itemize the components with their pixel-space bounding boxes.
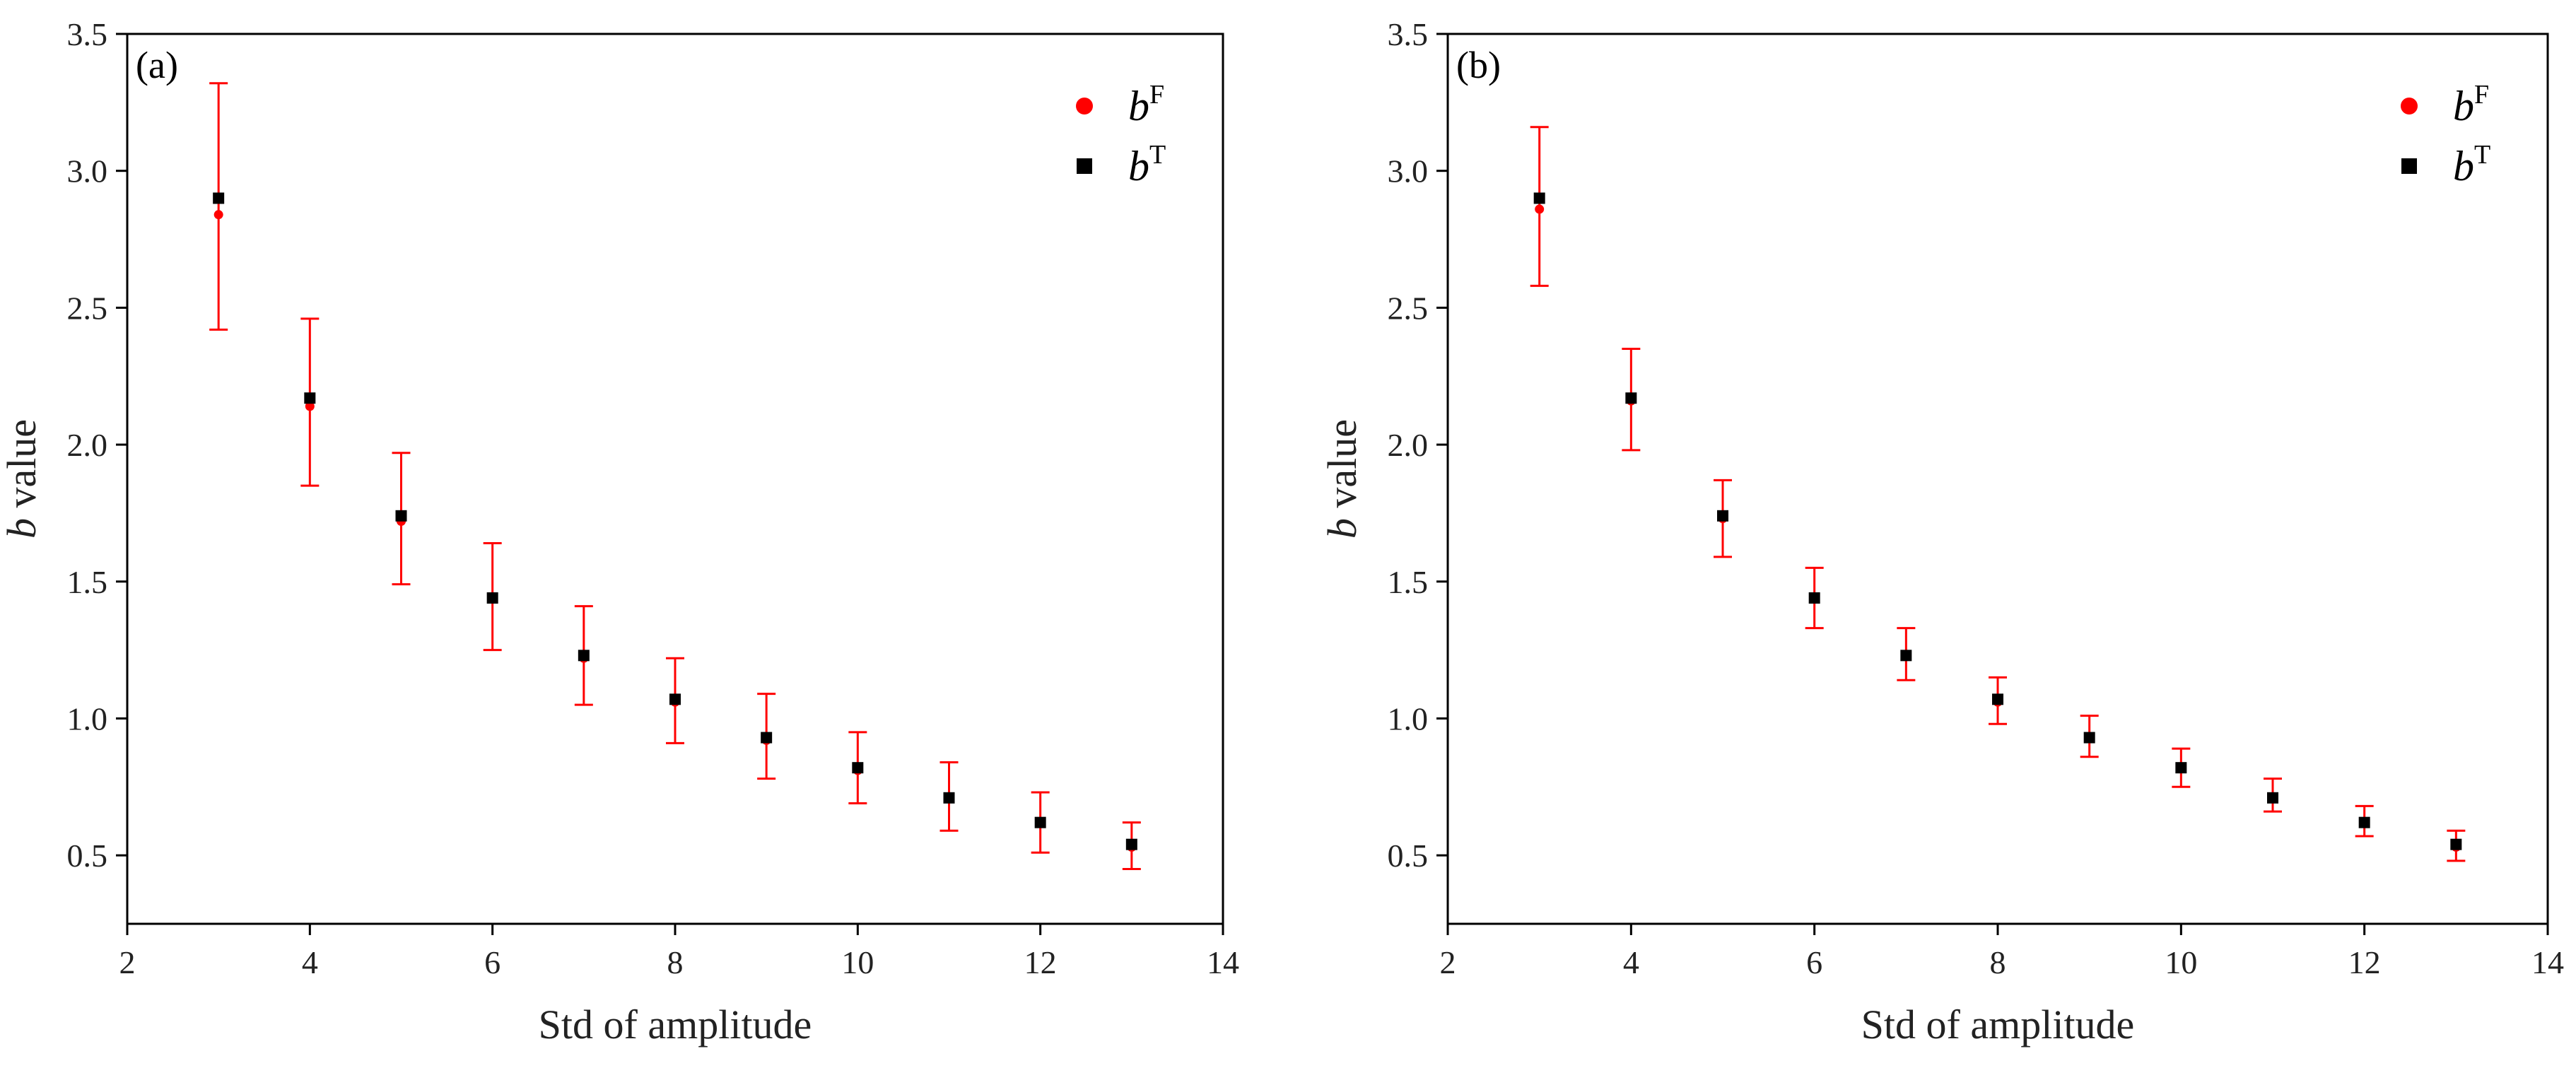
point-bT bbox=[1900, 650, 1912, 662]
legend-label-var: b bbox=[1128, 143, 1149, 189]
x-tick-label: 10 bbox=[2165, 944, 2197, 980]
legend-marker-bT bbox=[2401, 158, 2417, 174]
legend-label-bF: bF bbox=[2453, 80, 2489, 129]
panel-a: 2 4 6 8 10 12 14 0.5 1.0 1.5 2.0 2.5 3.0 3.5 Std of am… bbox=[0, 16, 1239, 1048]
legend-label-var: b bbox=[2453, 143, 2474, 189]
x-tick-label: 14 bbox=[1207, 944, 1239, 980]
y-tick-label: 2.5 bbox=[67, 290, 108, 326]
y-axis-title-rest: value bbox=[1319, 419, 1365, 518]
legend-marker-bF bbox=[2401, 98, 2418, 115]
point-bT bbox=[486, 592, 498, 604]
legend-label-var: b bbox=[2453, 83, 2474, 129]
y-tick-label: 3.5 bbox=[1388, 16, 1429, 52]
point-bT bbox=[304, 392, 316, 404]
legend-label-sup: F bbox=[1149, 80, 1164, 110]
point-bT bbox=[1808, 592, 1820, 604]
x-tick-label: 12 bbox=[2348, 944, 2381, 980]
point-bT bbox=[1533, 192, 1545, 204]
plot-frame bbox=[126, 33, 1224, 925]
point-bT bbox=[1717, 510, 1728, 522]
x-tick-label: 10 bbox=[841, 944, 874, 980]
legend-marker-bT bbox=[1077, 158, 1092, 174]
point-bT bbox=[2083, 732, 2095, 744]
plot-frame bbox=[1446, 33, 2549, 925]
point-bT bbox=[943, 792, 955, 804]
legend-label-sup: F bbox=[2474, 80, 2489, 110]
point-bF bbox=[1535, 204, 1545, 214]
x-tick-label: 12 bbox=[1024, 944, 1057, 980]
x-tick-label: 8 bbox=[1990, 944, 2006, 980]
x-tick-label: 8 bbox=[667, 944, 684, 980]
legend-label-bT: bT bbox=[1128, 140, 1166, 189]
point-bT bbox=[213, 192, 225, 204]
point-bF bbox=[213, 210, 223, 220]
legend-label-var: b bbox=[1128, 83, 1149, 129]
y-tick-label: 3.5 bbox=[67, 16, 108, 52]
y-tick-label: 3.0 bbox=[67, 153, 108, 189]
point-bT bbox=[578, 650, 590, 662]
legend-label-sup: T bbox=[1149, 140, 1166, 170]
point-bT bbox=[1625, 392, 1637, 404]
point-bT bbox=[2450, 838, 2462, 850]
y-tick-label: 0.5 bbox=[1388, 838, 1429, 874]
legend-label-sup: T bbox=[2474, 140, 2490, 170]
point-bT bbox=[2358, 816, 2370, 828]
x-tick-label: 14 bbox=[2531, 944, 2564, 980]
x-tick-label: 6 bbox=[1806, 944, 1822, 980]
y-axis-title: b value bbox=[0, 419, 45, 539]
x-axis-title: Std of amplitude bbox=[539, 1002, 812, 1048]
y-tick-label: 1.0 bbox=[1388, 700, 1429, 737]
y-axis-title-var: b bbox=[1319, 518, 1365, 539]
y-tick-label: 2.0 bbox=[1388, 427, 1429, 463]
point-bT bbox=[852, 762, 864, 774]
point-bT bbox=[1992, 693, 2003, 705]
point-bT bbox=[395, 510, 407, 522]
y-tick-label: 0.5 bbox=[67, 838, 108, 874]
point-bT bbox=[761, 732, 773, 744]
x-tick-label: 4 bbox=[1623, 944, 1639, 980]
y-tick-label: 1.5 bbox=[1388, 564, 1429, 600]
y-tick-label: 3.0 bbox=[1388, 153, 1429, 189]
point-bT bbox=[669, 693, 681, 705]
legend-label-bT: bT bbox=[2453, 140, 2490, 189]
x-tick-label: 6 bbox=[484, 944, 500, 980]
legend-marker-bF bbox=[1076, 98, 1093, 115]
y-tick-label: 1.5 bbox=[67, 564, 108, 600]
y-axis-title-var: b bbox=[0, 518, 45, 539]
point-bT bbox=[1125, 838, 1137, 850]
panel-label: (b) bbox=[1456, 44, 1501, 86]
panel-label: (a) bbox=[136, 44, 178, 86]
y-tick-label: 2.5 bbox=[1388, 290, 1429, 326]
point-bT bbox=[2267, 792, 2278, 804]
x-tick-label: 2 bbox=[119, 944, 136, 980]
y-axis-title-rest: value bbox=[0, 419, 45, 518]
y-axis-title: b value bbox=[1319, 419, 1365, 539]
x-axis-title: Std of amplitude bbox=[1861, 1002, 2135, 1048]
panel-b: 2 4 6 8 10 12 14 0.5 1.0 1.5 2.0 2.5 3.0 3.5 Std of am… bbox=[1319, 16, 2564, 1048]
y-tick-label: 2.0 bbox=[67, 427, 108, 463]
y-tick-label: 1.0 bbox=[67, 700, 108, 737]
x-tick-label: 4 bbox=[302, 944, 318, 980]
point-bF bbox=[305, 401, 315, 411]
point-bT bbox=[1034, 816, 1046, 828]
point-bT bbox=[2175, 762, 2187, 774]
x-tick-label: 2 bbox=[1440, 944, 1456, 980]
legend-label-bF: bF bbox=[1128, 80, 1164, 129]
